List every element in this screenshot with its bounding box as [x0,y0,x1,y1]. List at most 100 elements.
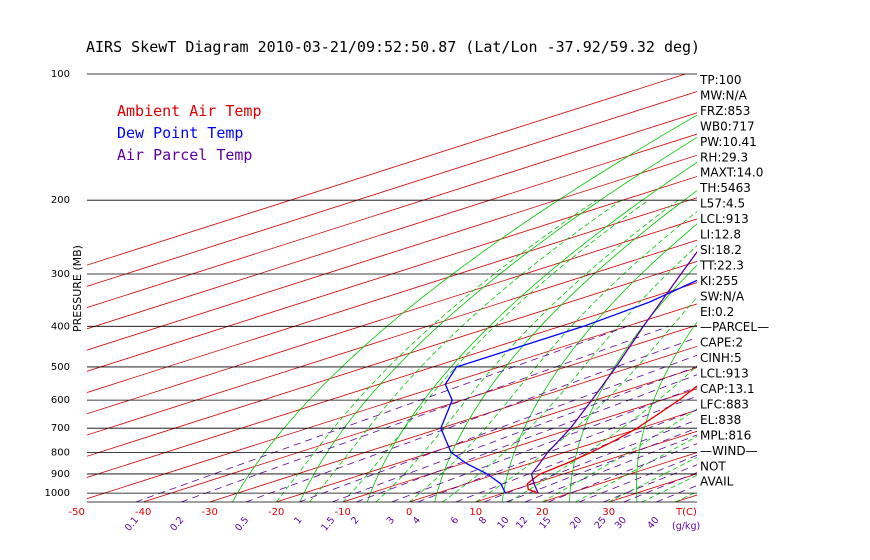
isotherm-line [87,239,697,436]
moist-adiabat-line [641,474,697,502]
series-point [465,462,468,465]
stat-line: TH:5463 [699,181,751,195]
series-point [591,399,593,401]
bottom-temperature-tick-label: -40 [135,507,151,518]
isotherm-line [87,133,697,330]
series-point [649,301,651,303]
stat-line: —PARCEL— [700,320,769,334]
isotherm-line [87,74,686,266]
series-point [486,473,488,475]
isotherm-line [209,345,697,502]
series-point [539,473,541,475]
moist-adiabat-line [442,245,697,502]
series-point [504,492,507,494]
moist-adiabat-line [309,199,622,502]
pressure-tick-label: 1000 [45,488,70,499]
dry-adiabat-line [366,161,697,502]
bottom-temperature-tick-label: -10 [335,507,351,518]
y-axis-label: PRESSURE (MB) [71,245,84,332]
series-point [515,347,518,349]
series-point [500,483,502,485]
isotherm-line [87,91,697,287]
series-point [841,170,842,171]
series-point [583,325,585,327]
stat-line: CAPE:2 [700,336,743,350]
mixing-ratio-tick-label: 6 [449,515,461,527]
mixing-ratio-tick-label: 1 [292,515,304,527]
isotherm-line [87,303,697,500]
bottom-temperature-tick-label: 0 [406,507,412,518]
stat-line: MPL:816 [700,428,751,442]
series-line-ambient-air-temp [526,385,697,494]
legend-air-parcel-temp: Air Parcel Temp [117,146,252,164]
series-point [547,451,549,454]
stat-line: LCL:913 [700,367,749,381]
legend-ambient-air-temp: Ambient Air Temp [117,102,262,120]
isobar-lines [87,73,697,503]
isotherm-line [87,261,697,457]
dry-adiabat-line [824,74,870,502]
series-point [440,427,442,429]
series-point [533,483,535,485]
series-point [569,427,572,429]
stat-line: AVAIL [700,475,734,489]
mixing-ratio-line [578,454,697,502]
mixing-ratio-tick-label: 4 [411,515,423,527]
stat-line: LI:12.8 [700,228,741,242]
mixing-ratio-lines [135,325,697,502]
mixing-ratio-line [455,409,697,502]
dry-adiabat-line [434,190,697,502]
mixing-ratio-unit: (g/kg) [672,521,700,532]
mixing-ratio-line [548,443,697,502]
dry-adiabat-line [501,223,697,502]
series-point [444,383,446,385]
isotherm-line [276,367,697,502]
pressure-tick-label: 500 [51,362,70,373]
series-point [451,399,453,401]
mixing-ratio-line [180,325,670,502]
isotherm-line [475,430,697,502]
pressure-tick-label: 100 [51,69,70,80]
stat-line: FRZ:853 [700,104,750,118]
dry-adiabat-line [636,321,697,502]
mixing-ratio-line [524,434,697,502]
series-point [455,366,457,368]
series-point [450,451,452,454]
series-point [590,451,592,454]
mixing-ratio-line [623,472,697,502]
series-point [802,200,803,201]
pressure-tick-label: 200 [51,195,70,206]
stat-line: EI:0.2 [700,305,734,319]
profile-series [440,170,855,494]
stat-line: KI:255 [700,274,738,288]
bottom-temperature-tick-label: -50 [69,507,85,518]
series-point [642,325,645,327]
pressure-ticks: 100 200 300 400 500 600 700 800 900 1000 [45,69,70,499]
legend-dew-point-temp: Dew Point Temp [117,124,243,142]
stat-line: LFC:883 [700,397,749,411]
mixing-ratio-line [506,427,697,502]
mixing-ratio-line [135,325,628,502]
pressure-tick-label: 600 [51,395,70,406]
series-point [854,240,855,241]
mixing-ratio-line [245,337,697,502]
mixing-ratio-tick-label: 3 [385,515,397,527]
stat-line: LCL:913 [700,212,749,226]
series-point [785,301,786,302]
pressure-tick-label: 300 [51,269,70,280]
moist-adiabat-line [608,456,697,502]
stat-line: L57:4.5 [700,197,745,211]
mixing-ratio-tick-label: 2 [349,515,361,527]
series-point [537,492,539,494]
stat-line: SI:18.2 [700,243,742,257]
stat-line: —WIND— [700,444,758,458]
dry-adiabat-line [569,264,697,502]
stat-line: PW:10.41 [700,135,757,149]
dry-adiabat-lines [232,74,870,502]
stat-line: EL:838 [700,413,741,427]
series-point [539,462,541,465]
stat-line: RH:29.3 [700,150,748,164]
pressure-tick-label: 800 [51,448,70,459]
isotherm-line [87,218,697,415]
